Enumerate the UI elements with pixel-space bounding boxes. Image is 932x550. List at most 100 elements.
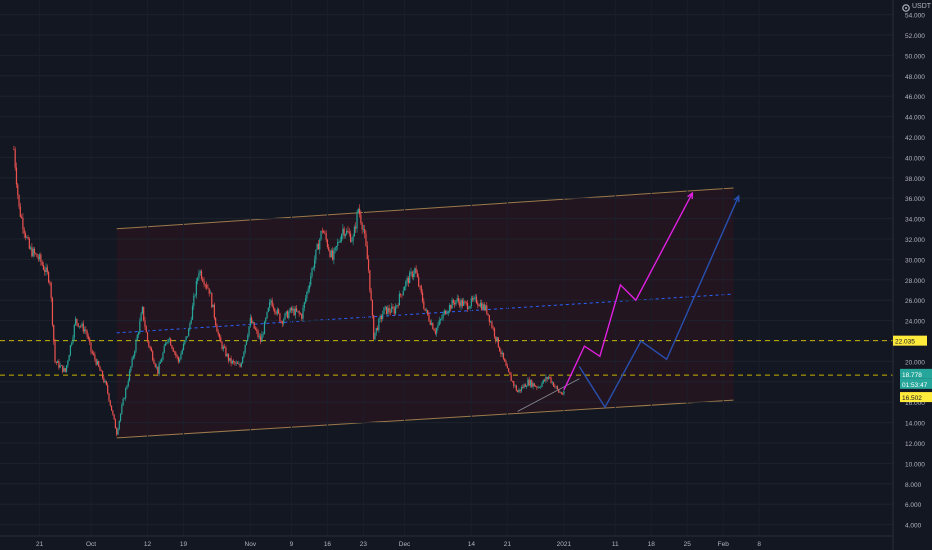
candle-body — [376, 327, 379, 331]
candle-body — [30, 247, 32, 249]
candle-body — [425, 310, 427, 311]
candle-body — [312, 267, 314, 269]
candle-body — [153, 359, 155, 364]
candle-body — [437, 324, 439, 329]
candle-body — [131, 358, 133, 367]
candle-body — [86, 331, 88, 337]
candle-body — [352, 236, 354, 241]
candle-body — [33, 248, 36, 254]
candle-body — [158, 363, 160, 374]
candle-body — [194, 295, 196, 296]
candle-body — [482, 304, 484, 310]
candle-body — [285, 311, 287, 314]
candle-body — [514, 385, 516, 387]
price-axis[interactable]: 4.0006.0008.00010.00012.00014.00016.0001… — [905, 13, 925, 530]
candle-body — [339, 241, 341, 242]
candle-body — [77, 323, 79, 327]
price-tag-countdown: 01:53:47 — [902, 382, 928, 389]
channel-midline[interactable] — [116, 293, 734, 334]
price-tick-label: 54.000 — [905, 13, 925, 20]
projection-path-pink[interactable] — [563, 192, 693, 391]
price-tick-label: 46.000 — [905, 94, 925, 101]
candle-body — [537, 387, 539, 389]
candle-body — [290, 307, 293, 311]
candle-body — [207, 287, 209, 289]
candle-body — [391, 306, 393, 313]
candle-body — [14, 149, 16, 168]
candle-body — [436, 328, 438, 334]
candle-body — [140, 313, 142, 321]
candle-body — [479, 303, 481, 307]
candle-body — [330, 250, 332, 257]
candle-body — [540, 386, 542, 388]
candle-body — [220, 337, 222, 343]
gear-icon[interactable] — [900, 2, 912, 14]
channel-upper-line[interactable] — [116, 187, 734, 230]
candle-body — [100, 370, 102, 372]
candle-body — [469, 305, 471, 309]
candle-body — [488, 315, 490, 323]
candle-body — [346, 230, 348, 235]
time-tick-label: 21 — [504, 541, 512, 548]
candle-body — [239, 363, 241, 367]
candle-body — [118, 420, 120, 429]
candle-body — [186, 336, 188, 337]
candle-body — [303, 302, 305, 308]
candle-body — [198, 273, 200, 279]
candle-body — [249, 317, 251, 327]
candle-body — [371, 300, 374, 316]
candle-body — [308, 285, 311, 289]
candle-body — [265, 318, 267, 322]
candle-body — [563, 391, 565, 395]
price-tick-label: 50.000 — [905, 53, 925, 60]
projection-path-blue[interactable] — [578, 195, 740, 409]
candle-body — [108, 393, 110, 401]
candle-body — [316, 243, 318, 250]
candle-body — [394, 306, 397, 314]
candle-body — [338, 241, 340, 243]
time-tick-label: 8 — [757, 541, 761, 548]
candle-body — [63, 368, 65, 372]
channel-lower-line[interactable] — [116, 399, 734, 439]
time-axis[interactable]: 21 Oct 12 19 Nov 9 16 23 Dec 14 21 2021 11 18 25 Feb 8 — [36, 541, 761, 548]
candle-body — [17, 184, 19, 195]
candle-body — [37, 257, 39, 260]
time-tick-label: Dec — [399, 541, 411, 548]
candle-body — [501, 352, 503, 355]
price-tick-label: 28.000 — [905, 278, 925, 285]
candle-body — [451, 300, 453, 309]
candle-body — [328, 247, 330, 251]
candle-body — [281, 321, 284, 324]
projection-paths[interactable] — [517, 191, 740, 412]
candle-body — [112, 410, 114, 415]
candle-body — [238, 363, 240, 365]
candle-body — [450, 305, 452, 309]
candle-body — [289, 307, 291, 313]
price-tag-countdown-bg — [900, 378, 932, 389]
price-tick-label: 52.000 — [905, 33, 925, 40]
candle-body — [42, 265, 45, 270]
candle-body — [44, 269, 46, 272]
time-tick-label: Feb — [718, 541, 730, 548]
candle-body — [380, 316, 383, 319]
parallel-channel[interactable] — [116, 187, 734, 439]
candle-body — [536, 386, 538, 388]
candle-body — [110, 405, 113, 411]
candle-body — [221, 342, 223, 349]
candle-body — [182, 343, 185, 350]
trend-line[interactable] — [517, 378, 580, 412]
candle-body — [152, 351, 154, 360]
candle-body — [113, 414, 115, 420]
time-tick-label: 9 — [290, 541, 294, 548]
candle-body — [213, 304, 215, 318]
candle-body — [243, 351, 245, 357]
price-tick-label: 40.000 — [905, 155, 925, 162]
candle-body — [109, 400, 111, 406]
price-tags: 22.035 18.778 01:53:47 16.502 — [893, 335, 932, 403]
time-tick-label: 14 — [468, 541, 476, 548]
candle-body — [170, 338, 172, 346]
candle-body — [389, 311, 392, 313]
candle-body — [360, 214, 362, 223]
candle-body — [90, 342, 92, 352]
